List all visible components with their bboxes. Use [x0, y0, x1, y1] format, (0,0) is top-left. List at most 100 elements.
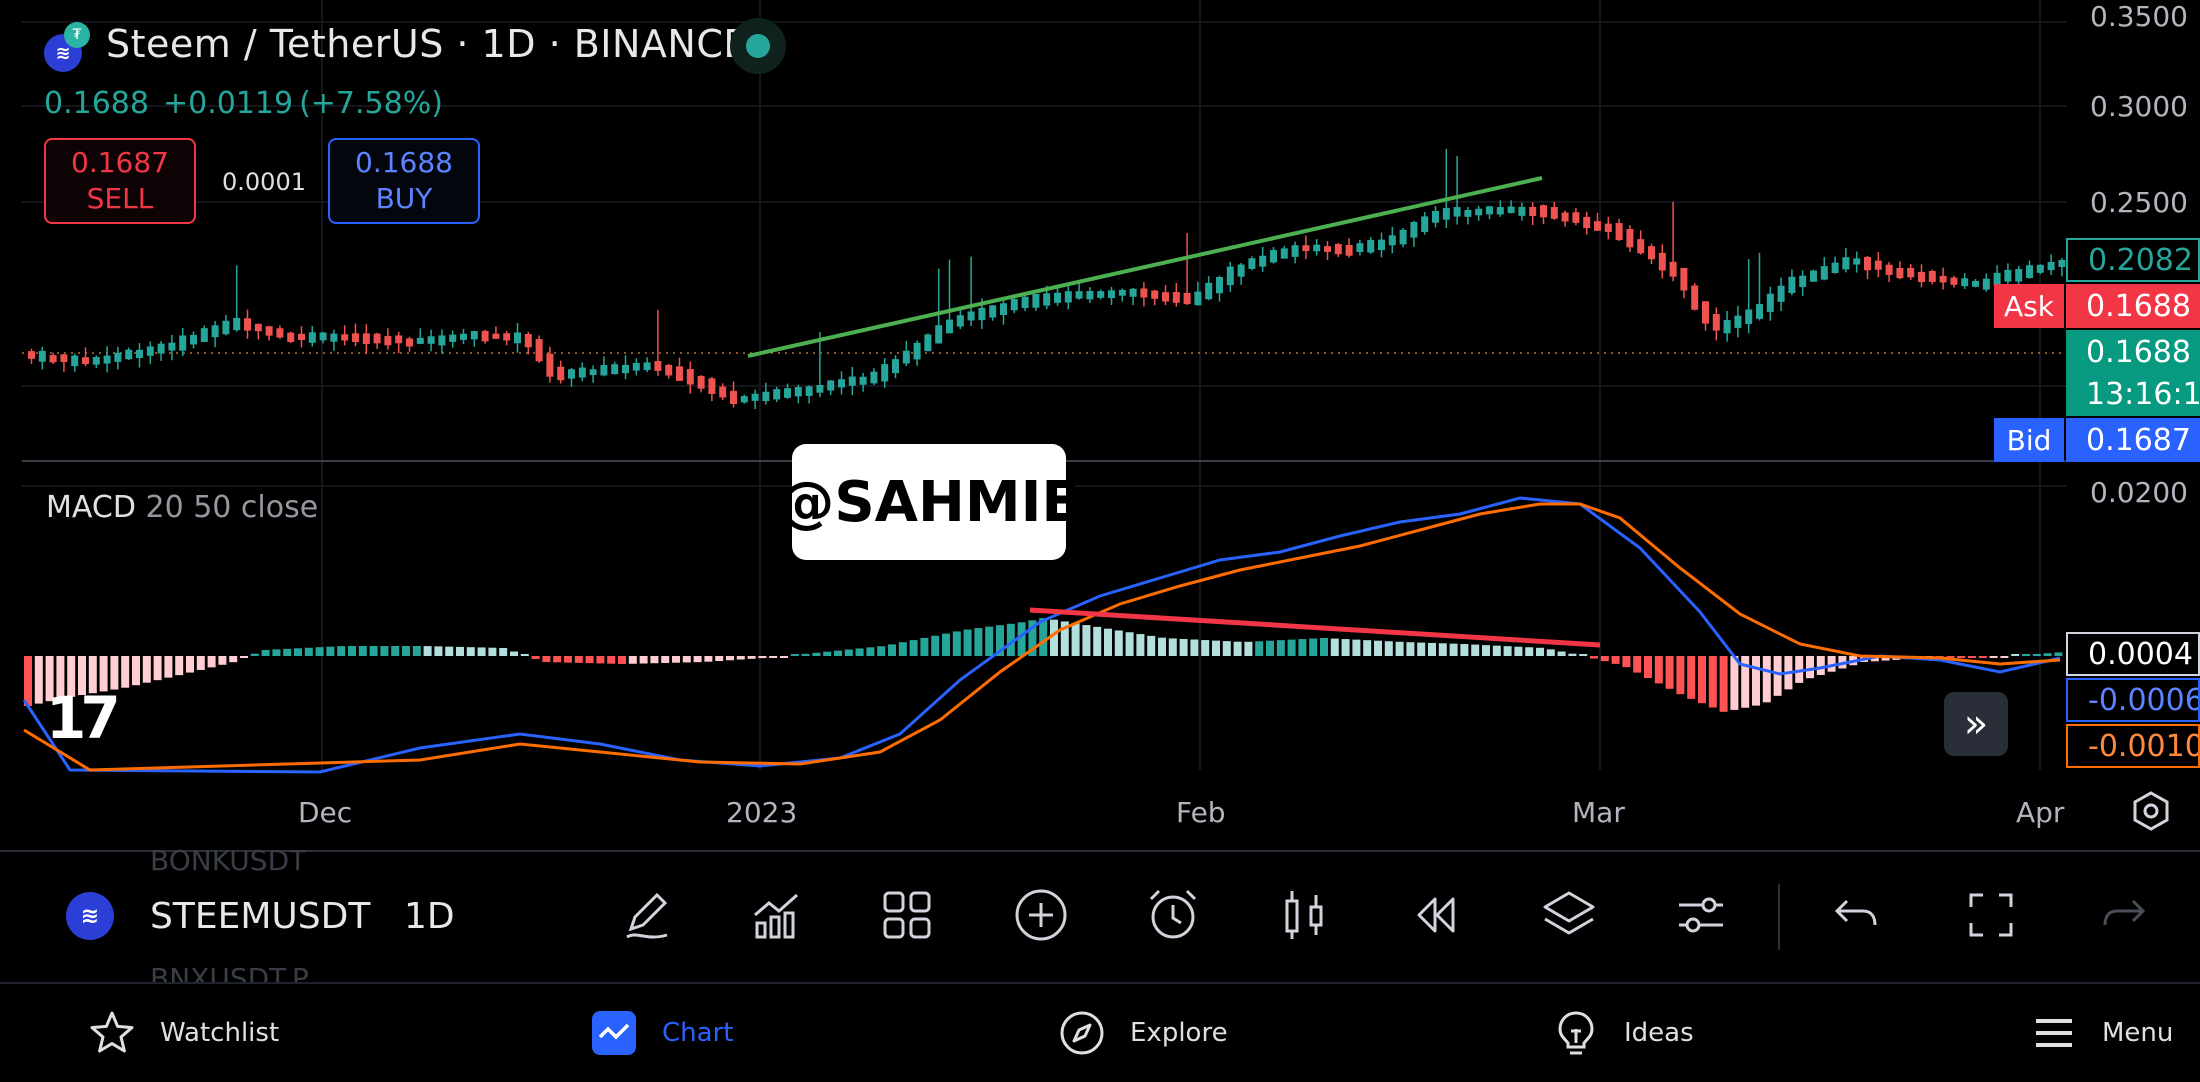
tradingview-logo-icon[interactable]: 17 — [46, 684, 121, 752]
candle-body — [794, 387, 802, 397]
nav-menu[interactable]: Menu — [2030, 984, 2173, 1082]
macd-histogram-bar — [24, 656, 32, 706]
price-change-line: 0.1688 +0.0119 (+7.58%) — [44, 86, 457, 121]
buy-button[interactable]: 0.1688 BUY — [328, 138, 480, 224]
nav-watchlist[interactable]: Watchlist — [88, 984, 279, 1082]
candle-body — [1356, 243, 1364, 252]
indicator-legend[interactable]: MACD 20 50 close — [46, 490, 318, 525]
candle-body — [2058, 259, 2066, 267]
redo-button[interactable] — [2088, 880, 2158, 950]
macd-histogram-bar — [693, 656, 702, 663]
macd-trendline — [1029, 607, 1601, 648]
macd-histogram-bar — [1514, 646, 1523, 656]
candle-body — [546, 353, 554, 377]
candle-body — [1669, 261, 1677, 277]
candle-body — [449, 334, 457, 342]
interval-selector[interactable]: 1D — [404, 896, 455, 937]
macd-histogram-bar — [888, 644, 896, 656]
candle-body — [881, 364, 889, 382]
symbol-logo-icon[interactable]: ≋ — [66, 892, 114, 940]
drawing-tools-button[interactable] — [612, 880, 682, 950]
candle-body — [816, 384, 824, 393]
nav-label: Explore — [1130, 1018, 1228, 1048]
candle-body — [1982, 278, 1990, 290]
candle-body — [1972, 280, 1979, 287]
macd-histogram-bar — [520, 654, 529, 656]
fullscreen-button[interactable] — [1956, 880, 2026, 950]
chart-area[interactable]: ≋ ₮ Steem / TetherUS · 1D · BINANCE 0.16… — [0, 0, 2200, 850]
macd-histogram-bar — [650, 656, 659, 664]
candle-body — [1496, 207, 1504, 215]
nav-chart[interactable]: Chart — [590, 984, 733, 1082]
sell-button[interactable]: 0.1687 SELL — [44, 138, 196, 224]
replay-button[interactable] — [1400, 880, 1470, 950]
toolbar-divider — [1778, 884, 1780, 950]
time-tick: Apr — [2016, 796, 2065, 829]
nav-ideas[interactable]: Ideas — [1552, 984, 1694, 1082]
price-tick: 0.3500 — [2090, 0, 2188, 33]
macd-histogram-bar — [812, 652, 821, 656]
macd-histogram-bar — [218, 656, 227, 665]
chart-type-button[interactable] — [1270, 880, 1340, 950]
macd-histogram-bar — [142, 656, 151, 683]
indicators-button[interactable] — [742, 880, 812, 950]
time-tick: Dec — [298, 796, 353, 829]
macd-histogram-bar — [1730, 656, 1739, 710]
alert-button[interactable] — [1138, 880, 1208, 950]
object-tree-button[interactable] — [1534, 880, 1604, 950]
plus-circle-icon — [1015, 889, 1067, 941]
candle-body — [1540, 205, 1547, 218]
candle-body — [1097, 291, 1105, 298]
macd-histogram-bar — [1536, 647, 1544, 656]
candle-body — [395, 335, 403, 344]
candle-body — [1928, 270, 1936, 282]
nav-label: Ideas — [1624, 1018, 1694, 1048]
macd-histogram-bar — [596, 656, 605, 664]
candle-body — [1896, 267, 1904, 279]
star-icon — [88, 1009, 136, 1057]
nav-explore[interactable]: Explore — [1058, 984, 1228, 1082]
layouts-button[interactable] — [872, 880, 942, 950]
candle-body — [416, 337, 424, 344]
macd-histogram-bar — [1471, 644, 1480, 656]
pencil-icon — [626, 892, 668, 939]
candle-body — [298, 333, 305, 341]
price-chart[interactable] — [0, 0, 2200, 850]
candle-body — [535, 339, 543, 362]
macd-histogram-bar — [1395, 641, 1404, 656]
compass-icon — [1058, 1009, 1106, 1057]
candle-body — [654, 361, 662, 371]
settings-sliders-button[interactable] — [1666, 880, 1736, 950]
macd-histogram-bar — [1374, 640, 1382, 656]
candle-body — [1302, 245, 1310, 252]
sell-label: SELL — [86, 182, 154, 215]
candle-body — [190, 334, 197, 345]
macd-histogram-bar — [1309, 638, 1318, 656]
candle-body — [1054, 292, 1061, 303]
macd-histogram-bar — [283, 648, 292, 656]
add-button[interactable] — [1006, 880, 1076, 950]
candle-body — [578, 367, 586, 378]
symbol-selector[interactable]: STEEMUSDT — [150, 896, 371, 937]
macd-histogram-bar — [229, 656, 238, 663]
candle-body — [2047, 261, 2055, 271]
macd-histogram-bar — [380, 646, 389, 656]
candle-body — [708, 378, 716, 394]
macd-histogram-bar — [499, 647, 508, 656]
candle-body — [1432, 210, 1439, 223]
candle-body — [1594, 221, 1601, 231]
scroll-to-realtime-button[interactable]: » — [1944, 692, 2008, 756]
time-tick: Feb — [1176, 796, 1226, 829]
candle-body — [632, 362, 640, 371]
candle-body — [1475, 208, 1483, 216]
undo-button[interactable] — [1822, 880, 1892, 950]
chart-settings-icon[interactable] — [2130, 790, 2172, 832]
candle-body — [1626, 228, 1634, 248]
candle-body — [1950, 277, 1958, 285]
tether-badge-icon: ₮ — [64, 22, 90, 48]
candle-body — [524, 334, 532, 348]
rewind-icon — [1417, 897, 1455, 933]
macd-histogram-bar — [618, 656, 626, 664]
symbol-title[interactable]: Steem / TetherUS · 1D · BINANCE — [106, 22, 748, 66]
macd-histogram-bar — [1017, 622, 1026, 656]
